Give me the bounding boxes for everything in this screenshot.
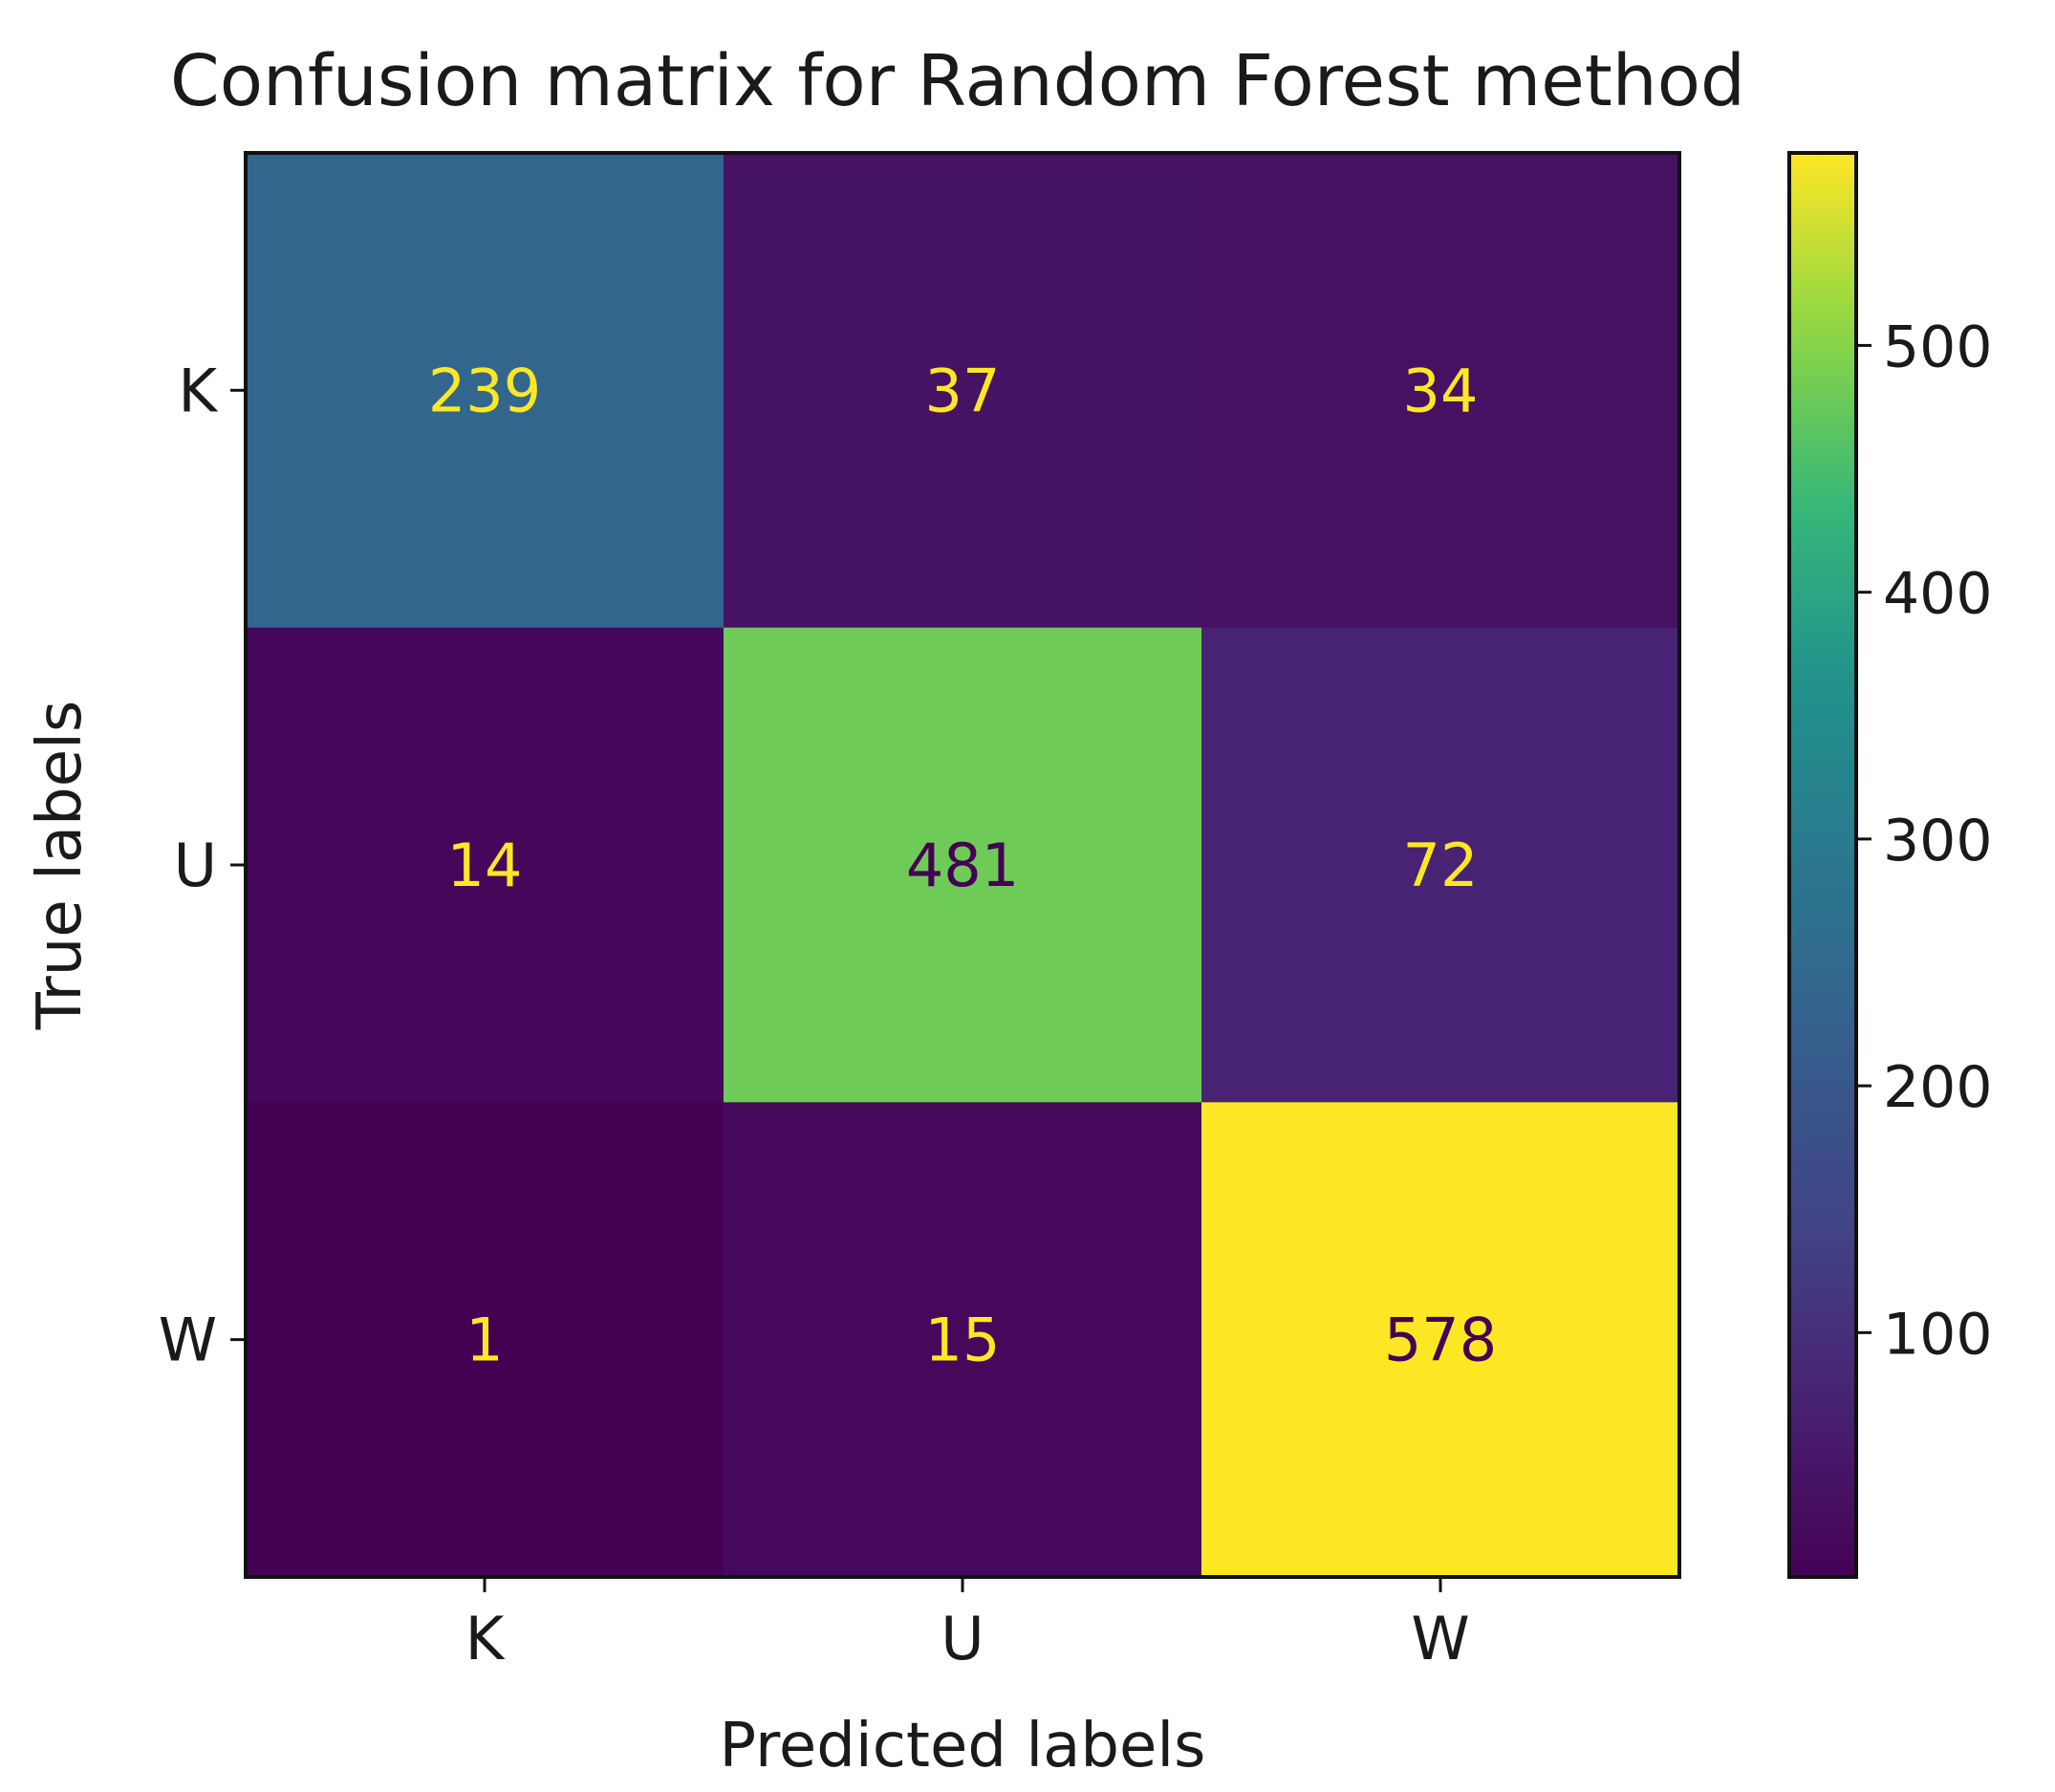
heatmap-cell-w-k xyxy=(246,1102,725,1578)
x-axis-label: Predicted labels xyxy=(720,1711,1206,1781)
y-tick-label: W xyxy=(159,1306,217,1375)
colorbar-tick-label: 400 xyxy=(1883,561,1993,628)
heatmap-cell-k-u xyxy=(724,153,1202,629)
colorbar xyxy=(1787,151,1858,1579)
cell-value-label: 15 xyxy=(925,1306,1001,1375)
cell-value-label: 239 xyxy=(428,356,541,425)
heatmap-cell-labels: 239 37 34 14 481 72 1 15 578 xyxy=(428,356,1497,1374)
cell-value-label: 1 xyxy=(465,1306,503,1375)
cell-value-label: 14 xyxy=(447,831,523,900)
heatmap-cell-k-k xyxy=(246,153,725,629)
y-tick-label: K xyxy=(178,356,218,425)
cell-value-label: 34 xyxy=(1403,356,1479,425)
colorbar-tick-label: 300 xyxy=(1883,808,1993,874)
colorbar-ticks: 100 200 300 400 500 xyxy=(1856,313,1993,1368)
y-axis-label: True labels xyxy=(25,701,96,1030)
cell-value-label: 481 xyxy=(906,831,1019,900)
heatmap-cell-k-w xyxy=(1201,153,1680,629)
colorbar-tick-label: 100 xyxy=(1883,1301,1993,1368)
cell-value-label: 578 xyxy=(1384,1306,1497,1375)
heatmap-cell-u-w xyxy=(1201,627,1680,1103)
chart-title: Confusion matrix for Random Forest metho… xyxy=(170,40,1745,122)
cell-value-label: 72 xyxy=(1403,831,1479,900)
x-tick-label: U xyxy=(941,1604,984,1673)
x-tick-label: K xyxy=(465,1604,506,1673)
heatmap-cell-w-w xyxy=(1201,1102,1680,1578)
colorbar-tick-label: 500 xyxy=(1883,313,1993,380)
heatmap-cell-w-u xyxy=(724,1102,1202,1578)
heatmap-cell-u-k xyxy=(246,627,725,1103)
x-tick-label: W xyxy=(1411,1604,1469,1673)
heatmap-cell-u-u xyxy=(724,627,1202,1103)
heatmap-cells xyxy=(246,153,1680,1578)
y-tick-label: U xyxy=(174,831,217,900)
colorbar-tick-label: 200 xyxy=(1883,1054,1993,1121)
y-axis-ticks: K U W xyxy=(159,356,246,1375)
cell-value-label: 37 xyxy=(925,356,1001,425)
